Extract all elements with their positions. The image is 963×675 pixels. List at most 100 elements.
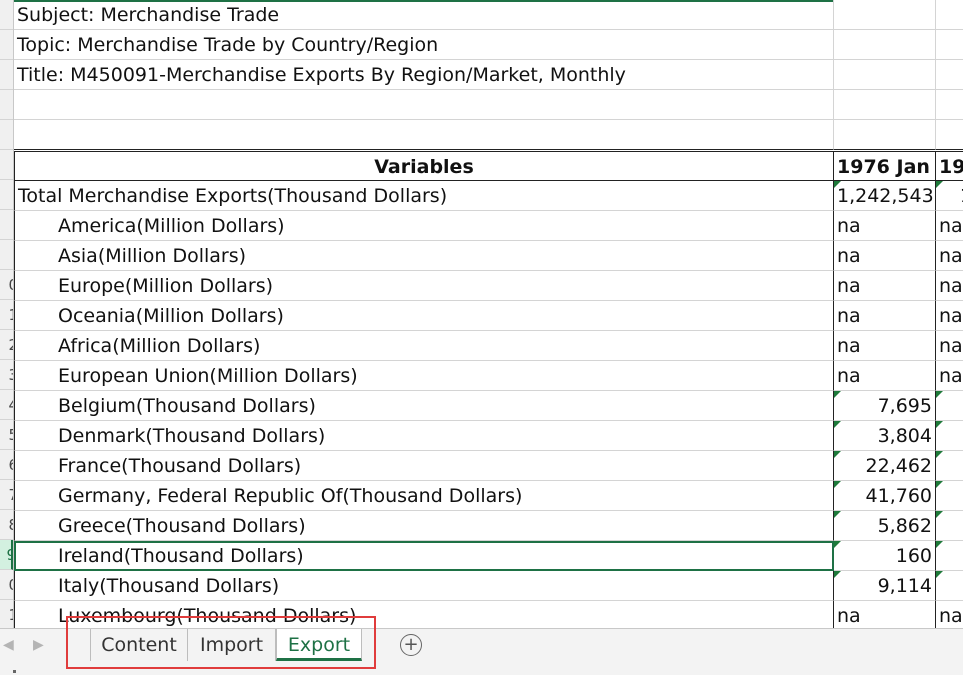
variable-label[interactable]: Germany, Federal Republic Of(Thousand Do… bbox=[14, 481, 834, 511]
value-1976-jan[interactable]: na bbox=[834, 301, 936, 331]
empty-cell[interactable] bbox=[936, 30, 963, 60]
value-1976-jan[interactable]: 5,862 bbox=[834, 511, 936, 541]
row-header[interactable]: 7 bbox=[0, 480, 13, 510]
value-1976-jan[interactable]: na bbox=[834, 331, 936, 361]
empty-cell[interactable] bbox=[834, 60, 936, 90]
header-variables[interactable]: Variables bbox=[14, 151, 834, 181]
table-row[interactable]: Asia(Million Dollars) na na bbox=[14, 241, 963, 271]
table-row[interactable]: Europe(Million Dollars) na na bbox=[14, 271, 963, 301]
value-1976-jan[interactable]: 3,804 bbox=[834, 421, 936, 451]
empty-row[interactable] bbox=[14, 120, 963, 150]
row-header[interactable]: 3 bbox=[0, 360, 13, 390]
row-header[interactable] bbox=[0, 30, 13, 60]
row-header[interactable] bbox=[0, 90, 13, 120]
row-header[interactable] bbox=[0, 180, 13, 210]
meta-row-topic[interactable]: Topic: Merchandise Trade by Country/Regi… bbox=[14, 30, 963, 60]
value-1976-jan[interactable]: 7,695 bbox=[834, 391, 936, 421]
table-row[interactable]: America(Million Dollars) na na bbox=[14, 211, 963, 241]
cell-grid[interactable]: Subject: Merchandise Trade Topic: Mercha… bbox=[14, 0, 963, 628]
table-row[interactable]: Ireland(Thousand Dollars) 160 bbox=[14, 541, 963, 571]
tab-scroll-left-icon[interactable]: ◀ bbox=[3, 637, 14, 653]
value-1976-jan[interactable]: 22,462 bbox=[834, 451, 936, 481]
variable-label[interactable]: Africa(Million Dollars) bbox=[14, 331, 834, 361]
value-next-period[interactable]: na bbox=[936, 301, 963, 331]
value-1976-jan[interactable]: na bbox=[834, 601, 936, 628]
variable-label[interactable]: Total Merchandise Exports(Thousand Dolla… bbox=[14, 181, 834, 211]
variable-label[interactable]: Italy(Thousand Dollars) bbox=[14, 571, 834, 601]
variable-label[interactable]: France(Thousand Dollars) bbox=[14, 451, 834, 481]
row-header[interactable]: 9 bbox=[0, 540, 13, 570]
spreadsheet-grid[interactable]: 012345678901 Subject: Merchandise Trade … bbox=[0, 0, 963, 628]
empty-cell[interactable] bbox=[14, 120, 834, 150]
table-row[interactable]: Greece(Thousand Dollars) 5,862 bbox=[14, 511, 963, 541]
row-header[interactable] bbox=[0, 120, 13, 150]
table-row[interactable]: European Union(Million Dollars) na na bbox=[14, 361, 963, 391]
value-next-period[interactable] bbox=[936, 541, 963, 571]
empty-cell[interactable] bbox=[14, 90, 834, 120]
tab-import[interactable]: Import bbox=[188, 629, 276, 661]
meta-row-title[interactable]: Title: M450091-Merchandise Exports By Re… bbox=[14, 60, 963, 90]
row-headers[interactable]: 012345678901 bbox=[0, 0, 14, 628]
tab-scroll-right-icon[interactable]: ▶ bbox=[33, 637, 44, 653]
meta-topic[interactable]: Topic: Merchandise Trade by Country/Regi… bbox=[14, 30, 834, 60]
variable-label[interactable]: Luxembourg(Thousand Dollars) bbox=[14, 601, 834, 628]
value-1976-jan[interactable]: 160 bbox=[834, 541, 936, 571]
row-header[interactable]: 0 bbox=[0, 270, 13, 300]
variable-label[interactable]: Asia(Million Dollars) bbox=[14, 241, 834, 271]
value-next-period[interactable]: na bbox=[936, 241, 963, 271]
table-row[interactable]: France(Thousand Dollars) 22,462 bbox=[14, 451, 963, 481]
value-1976-jan[interactable]: na bbox=[834, 271, 936, 301]
row-header[interactable] bbox=[0, 210, 13, 240]
value-next-period[interactable]: 1 bbox=[936, 181, 963, 211]
row-header[interactable]: 4 bbox=[0, 390, 13, 420]
variable-label[interactable]: America(Million Dollars) bbox=[14, 211, 834, 241]
table-row[interactable]: Denmark(Thousand Dollars) 3,804 bbox=[14, 421, 963, 451]
row-header[interactable]: 2 bbox=[0, 330, 13, 360]
value-1976-jan[interactable]: na bbox=[834, 361, 936, 391]
value-1976-jan[interactable]: na bbox=[834, 241, 936, 271]
empty-cell[interactable] bbox=[834, 30, 936, 60]
table-header-row[interactable]: Variables 1976 Jan 19 bbox=[14, 151, 963, 181]
variable-label[interactable]: Belgium(Thousand Dollars) bbox=[14, 391, 834, 421]
row-header[interactable]: 0 bbox=[0, 570, 13, 600]
header-1976-jan[interactable]: 1976 Jan bbox=[834, 151, 936, 181]
table-row[interactable]: Germany, Federal Republic Of(Thousand Do… bbox=[14, 481, 963, 511]
value-next-period[interactable]: na bbox=[936, 331, 963, 361]
empty-cell[interactable] bbox=[834, 120, 936, 150]
empty-cell[interactable] bbox=[936, 90, 963, 120]
table-row[interactable]: Total Merchandise Exports(Thousand Dolla… bbox=[14, 181, 963, 211]
value-next-period[interactable]: na bbox=[936, 271, 963, 301]
value-1976-jan[interactable]: 41,760 bbox=[834, 481, 936, 511]
row-header[interactable] bbox=[0, 60, 13, 90]
value-1976-jan[interactable]: 9,114 bbox=[834, 571, 936, 601]
empty-cell[interactable] bbox=[834, 0, 936, 30]
variable-label[interactable]: Europe(Million Dollars) bbox=[14, 271, 834, 301]
empty-cell[interactable] bbox=[936, 60, 963, 90]
variable-label[interactable]: Denmark(Thousand Dollars) bbox=[14, 421, 834, 451]
value-next-period[interactable] bbox=[936, 481, 963, 511]
row-header[interactable]: 1 bbox=[0, 300, 13, 330]
value-1976-jan[interactable]: 1,242,543 bbox=[834, 181, 936, 211]
empty-cell[interactable] bbox=[936, 120, 963, 150]
table-row[interactable]: Africa(Million Dollars) na na bbox=[14, 331, 963, 361]
row-header[interactable]: 1 bbox=[0, 600, 13, 628]
row-header[interactable]: 8 bbox=[0, 510, 13, 540]
variable-label[interactable]: Greece(Thousand Dollars) bbox=[14, 511, 834, 541]
variable-label[interactable]: Oceania(Million Dollars) bbox=[14, 301, 834, 331]
row-header[interactable]: 5 bbox=[0, 420, 13, 450]
meta-title[interactable]: Title: M450091-Merchandise Exports By Re… bbox=[14, 60, 834, 90]
tab-content[interactable]: Content bbox=[90, 629, 188, 661]
meta-row-subject[interactable]: Subject: Merchandise Trade bbox=[14, 0, 963, 30]
value-next-period[interactable]: na bbox=[936, 601, 963, 628]
value-next-period[interactable]: na bbox=[936, 361, 963, 391]
empty-cell[interactable] bbox=[834, 90, 936, 120]
value-next-period[interactable] bbox=[936, 571, 963, 601]
tab-export[interactable]: Export bbox=[276, 629, 362, 661]
meta-subject[interactable]: Subject: Merchandise Trade bbox=[14, 0, 834, 30]
table-row[interactable]: Oceania(Million Dollars) na na bbox=[14, 301, 963, 331]
header-next-period[interactable]: 19 bbox=[936, 151, 963, 181]
value-next-period[interactable] bbox=[936, 511, 963, 541]
value-next-period[interactable]: na bbox=[936, 211, 963, 241]
row-header[interactable] bbox=[0, 240, 13, 270]
row-header[interactable] bbox=[0, 150, 13, 180]
